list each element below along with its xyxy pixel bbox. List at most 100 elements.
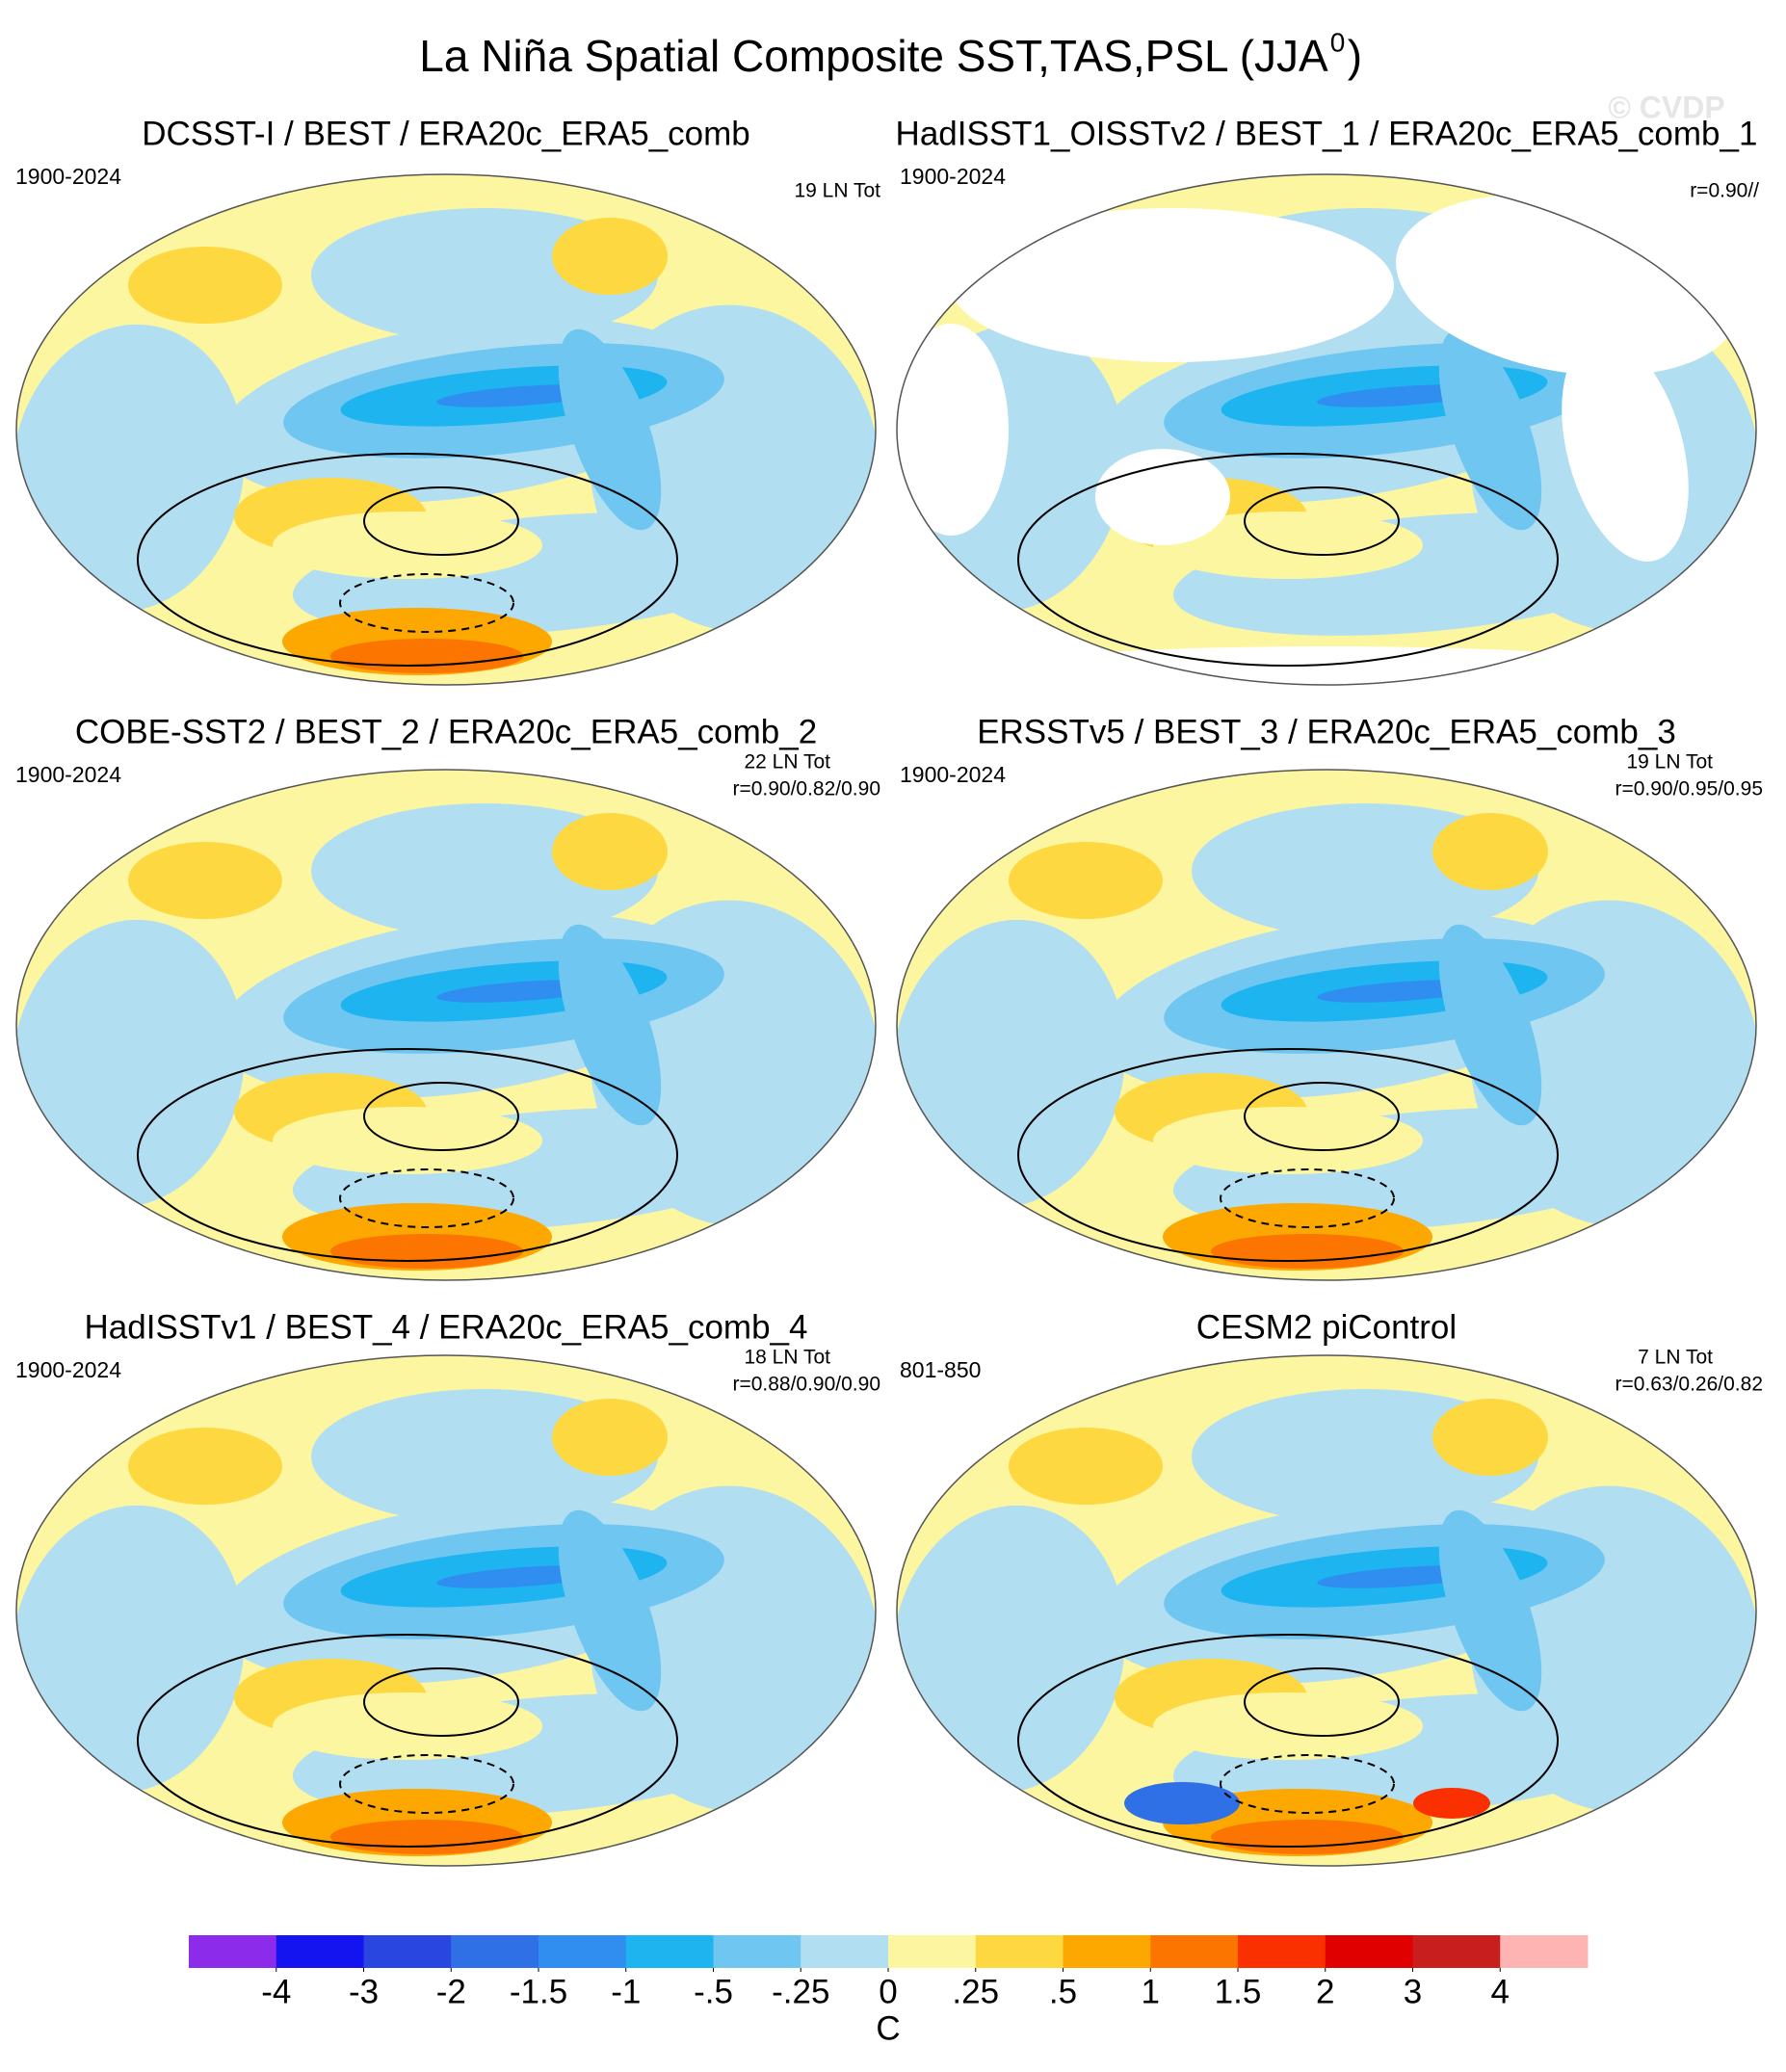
colorbar-box bbox=[1150, 1935, 1239, 1968]
map-border bbox=[15, 769, 877, 1281]
field-blob bbox=[1438, 924, 1542, 1126]
field-blob bbox=[16, 1505, 246, 1794]
field-blob bbox=[128, 842, 282, 919]
colorbar-label: .5 bbox=[1049, 1973, 1077, 2010]
composite-count: 19 LN Tot bbox=[794, 180, 880, 202]
pattern-correlation: r=0.88/0.90/0.90 bbox=[732, 1374, 880, 1396]
pressure-contour bbox=[339, 1754, 514, 1814]
field-blob bbox=[273, 511, 542, 579]
map-border bbox=[896, 769, 1757, 1281]
field-blob bbox=[1153, 1692, 1423, 1760]
panel-title: HadISSTv1 / BEST_4 / ERA20c_ERA5_comb_4 bbox=[85, 1308, 808, 1346]
colorbar-label: -4 bbox=[261, 1973, 291, 2010]
map-field bbox=[16, 770, 876, 1280]
colorbar-box bbox=[363, 1935, 452, 1968]
colorbar-box bbox=[1325, 1935, 1413, 1968]
colorbar-box bbox=[276, 1935, 364, 1968]
colorbar-box bbox=[801, 1935, 889, 1968]
colorbar-label: 3 bbox=[1404, 1973, 1422, 2010]
field-blob bbox=[558, 328, 662, 531]
panel-period: 1900-2024 bbox=[15, 762, 121, 787]
field-blob bbox=[273, 1692, 542, 1760]
colorbar-label: 1.5 bbox=[1215, 1973, 1262, 2010]
pressure-contour bbox=[363, 1667, 519, 1737]
colorbar-box bbox=[625, 1935, 714, 1968]
pressure-contour bbox=[363, 486, 519, 556]
figure-title: La Niña Spatial Composite SST,TAS,PSL (J… bbox=[419, 31, 1328, 81]
colorbar-box bbox=[1412, 1935, 1501, 1968]
title-group: La Niña Spatial Composite SST,TAS,PSL (J… bbox=[419, 27, 1362, 81]
pattern-correlation: r=0.90/0.95/0.95 bbox=[1615, 778, 1763, 800]
colorbar-label: -2 bbox=[436, 1973, 466, 2010]
map-border bbox=[896, 1354, 1757, 1867]
field-blob bbox=[897, 1505, 1126, 1794]
field-blob bbox=[128, 1428, 282, 1505]
field-blob bbox=[897, 324, 1009, 536]
colorbar: -4 -3 -2 -1.5 -1 -.5 -.25 0 .25 .5 1 1.5 2 3 4 C bbox=[189, 1935, 1589, 2047]
pressure-contour bbox=[339, 1168, 514, 1228]
panel-period: 1900-2024 bbox=[900, 164, 1006, 189]
field-blob bbox=[16, 324, 246, 613]
field-blob bbox=[330, 639, 523, 673]
pressure-contour bbox=[1220, 1168, 1395, 1228]
field-blob bbox=[951, 208, 1394, 362]
colorbar-label: -1 bbox=[611, 1973, 641, 2010]
pressure-contour bbox=[137, 1634, 678, 1848]
pressure-contour bbox=[1244, 1667, 1400, 1737]
pressure-contour bbox=[1244, 1082, 1400, 1151]
field-blob bbox=[1009, 1428, 1163, 1505]
field-blob bbox=[273, 1107, 542, 1174]
field-blob bbox=[16, 919, 246, 1208]
colorbar-label: 0 bbox=[879, 1973, 897, 2010]
map-panel: COBE-SST2 / BEST_2 / ERA20c_ERA5_comb_2 1… bbox=[15, 713, 880, 1281]
field-blob bbox=[1438, 1509, 1542, 1712]
colorbar-label: -.5 bbox=[694, 1973, 733, 2010]
panel-title: HadISST1_OISSTv2 / BEST_1 / ERA20c_ERA5_… bbox=[896, 115, 1758, 152]
panel-period: 801-850 bbox=[900, 1357, 981, 1382]
colorbar-label: -3 bbox=[349, 1973, 379, 2010]
pressure-contour bbox=[137, 1048, 678, 1262]
field-blob bbox=[558, 1509, 662, 1712]
composite-count: 7 LN Tot bbox=[1638, 1347, 1713, 1369]
field-blob bbox=[330, 1234, 523, 1269]
field-blob bbox=[1153, 1107, 1423, 1174]
colorbar-box bbox=[189, 1935, 277, 1968]
composite-count: 22 LN Tot bbox=[744, 751, 830, 774]
colorbar-box bbox=[1063, 1935, 1151, 1968]
map-field bbox=[897, 1355, 1756, 1866]
map-border bbox=[15, 1354, 877, 1867]
colorbar-box bbox=[1500, 1935, 1589, 1968]
field-blob bbox=[1438, 328, 1542, 531]
field-blob bbox=[1124, 1782, 1240, 1824]
colorbar-label: 4 bbox=[1491, 1973, 1510, 2010]
map-border bbox=[15, 173, 877, 686]
field-blob bbox=[552, 1399, 668, 1476]
pattern-correlation: r=0.90// bbox=[1690, 180, 1759, 202]
field-blob bbox=[1153, 511, 1423, 579]
figure-title-close: ) bbox=[1348, 31, 1362, 81]
pressure-contour bbox=[1244, 486, 1400, 556]
pressure-contour bbox=[1017, 1048, 1559, 1262]
colorbar-label: .25 bbox=[952, 1973, 999, 2010]
panel-period: 1900-2024 bbox=[15, 164, 121, 189]
field-blob bbox=[128, 247, 282, 324]
watermark: © CVDP bbox=[1608, 90, 1724, 124]
field-blob bbox=[558, 924, 662, 1126]
map-panel: HadISST1_OISSTv2 / BEST_1 / ERA20c_ERA5_… bbox=[896, 115, 1759, 686]
map-field bbox=[16, 174, 876, 685]
colorbar-label: 2 bbox=[1316, 1973, 1334, 2010]
map-border bbox=[896, 173, 1757, 686]
panel-period: 1900-2024 bbox=[15, 1357, 121, 1382]
colorbar-unit: C bbox=[876, 2009, 900, 2047]
colorbar-box bbox=[975, 1935, 1064, 1968]
panel-title: DCSST-I / BEST / ERA20c_ERA5_comb bbox=[142, 115, 750, 152]
field-blob bbox=[1432, 813, 1548, 890]
pressure-contour bbox=[1017, 453, 1559, 667]
colorbar-label: -.25 bbox=[772, 1973, 829, 2010]
pattern-correlation: r=0.63/0.26/0.82 bbox=[1615, 1374, 1763, 1396]
field-blob bbox=[1095, 449, 1230, 545]
pressure-contour bbox=[1017, 1634, 1559, 1848]
field-blob bbox=[1009, 842, 1163, 919]
pattern-correlation: r=0.90/0.82/0.90 bbox=[732, 778, 880, 800]
